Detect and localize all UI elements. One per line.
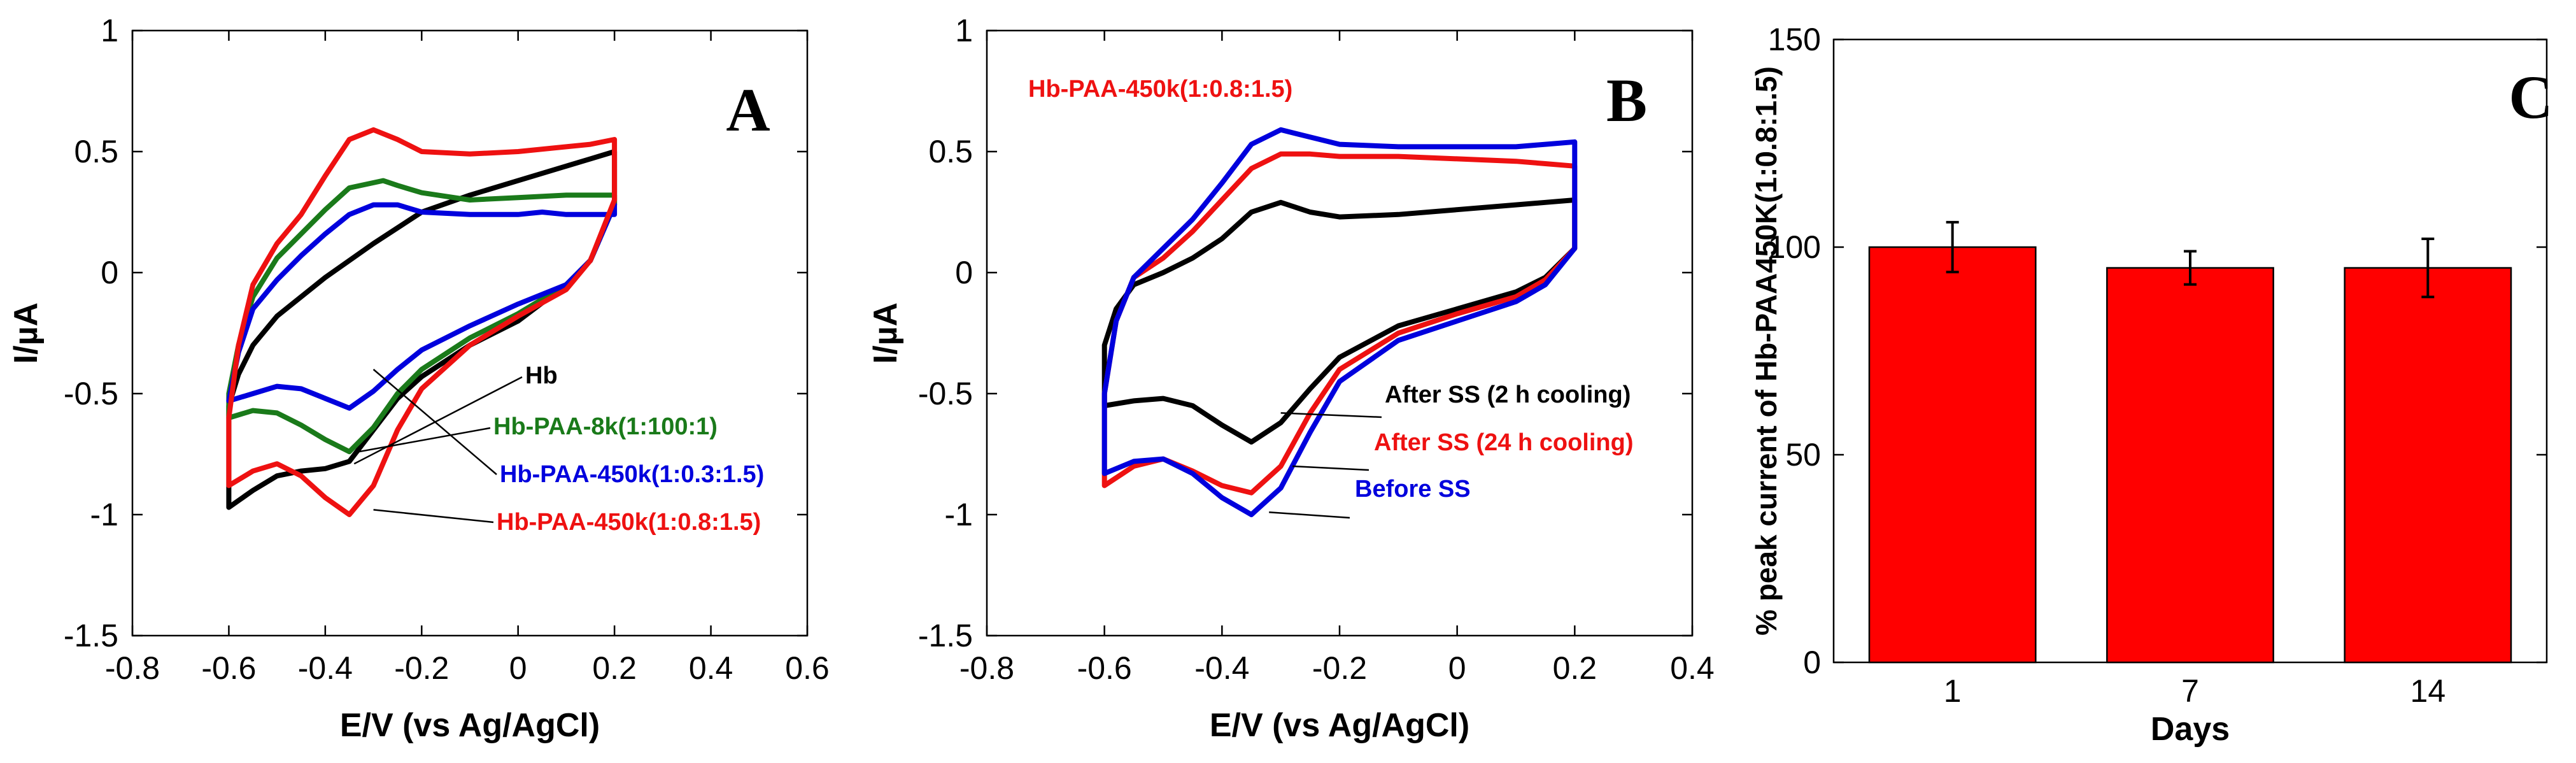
panel-a-ytick-label: -1 bbox=[90, 497, 118, 532]
panel-b-cv-plot: -0.8 -0.6 -0.4 -0.2 0 0.2 0.4 -1.5 -1 -0.5 0 0.5 1 A… bbox=[867, 13, 1715, 744]
panel-b-xtick-label: -0.6 bbox=[1077, 650, 1132, 686]
panel-b-xtick-label: -0.8 bbox=[959, 650, 1014, 686]
panel-a-ytick-label: 0 bbox=[101, 255, 118, 290]
panel-a-xtick-label: 0 bbox=[509, 650, 527, 686]
panel-a-curve-hb-paa-450k-1-0-3-1-5 bbox=[226, 202, 618, 411]
panel-b-annotations: After SS (2 h cooling) After SS (24 h coo… bbox=[1269, 382, 1633, 519]
panel-c-xtick-label: 14 bbox=[2410, 673, 2446, 709]
panel-b-ytick-label: 1 bbox=[955, 13, 973, 48]
panel-b-label-before-ss: Before SS bbox=[1355, 476, 1471, 503]
panel-a-xtick-label: -0.4 bbox=[298, 650, 353, 686]
panel-a-ytick-label: 1 bbox=[101, 13, 118, 48]
panel-a-xtick-label: 0.2 bbox=[592, 650, 637, 686]
panel-b-leader-after-ss-24-h-cooling bbox=[1292, 465, 1369, 471]
panel-b-xtick-label: 0.2 bbox=[1553, 650, 1597, 686]
panel-a-ytick-label: -0.5 bbox=[64, 376, 118, 411]
panel-a-label-hb: Hb bbox=[525, 362, 558, 389]
panel-b-curve-after-ss-2-h-cooling bbox=[1101, 197, 1578, 445]
panel-a-label-hb-paa-8k-1-100-1: Hb-PAA-8k(1:100:1) bbox=[493, 413, 718, 440]
panel-c-ytick-label: 150 bbox=[1768, 22, 1821, 57]
panel-c-ytick-label: 0 bbox=[1803, 645, 1821, 680]
panel-a-ytick-label: 0.5 bbox=[74, 134, 118, 169]
panel-c-letter: C bbox=[2509, 63, 2552, 131]
panel-b-label-after-ss-2-h-cooling: After SS (2 h cooling) bbox=[1385, 382, 1631, 408]
panel-c-ytick-label: 50 bbox=[1785, 437, 1821, 473]
panel-b-curve-before-ss bbox=[1101, 127, 1578, 517]
panel-a-ticks: -0.8 -0.6 -0.4 -0.2 0 0.2 0.4 0.6 -1.5 -1 -0.5 0 0.5… bbox=[64, 13, 830, 686]
panel-a-curve-hb-paa-8k-1-100-1 bbox=[226, 178, 618, 455]
panel-a-xtick-label: -0.8 bbox=[105, 650, 160, 686]
panel-b-xlabel: E/V (vs Ag/AgCl) bbox=[1210, 707, 1469, 744]
panel-a-cv-plot: -0.8 -0.6 -0.4 -0.2 0 0.2 0.4 0.6 -1.5 -1 -0.5 0 0.5… bbox=[8, 13, 830, 744]
panel-a-leader-hb-paa-450k-1-0-3-1-5 bbox=[372, 369, 497, 475]
panel-c-bar-day-1 bbox=[1868, 246, 2037, 664]
panel-a-curve-hb-paa-450k-1-0-8-1-5 bbox=[226, 127, 618, 517]
panel-b-label-after-ss-24-h-cooling: After SS (24 h cooling) bbox=[1374, 429, 1633, 456]
panel-b-xtick-label: 0.4 bbox=[1670, 650, 1715, 686]
panel-b-ylabel: I/µA bbox=[867, 303, 904, 364]
panel-c-bar-chart: 0 50 100 150 1 7 14 C Days % peak current of H… bbox=[1750, 22, 2553, 748]
panel-a-leader-hb-paa-8k-1-100-1 bbox=[358, 427, 491, 453]
panel-a-xtick-label: -0.2 bbox=[394, 650, 449, 686]
panel-a-label-hb-paa-450k-1-0-8-1-5: Hb-PAA-450k(1:0.8:1.5) bbox=[497, 509, 761, 536]
panel-a-curve-hb bbox=[226, 149, 618, 510]
panel-a-xlabel: E/V (vs Ag/AgCl) bbox=[340, 707, 600, 744]
panel-a-frame bbox=[131, 29, 809, 637]
panel-a-xtick-label: 0.4 bbox=[689, 650, 733, 686]
panel-b-curves bbox=[1101, 127, 1578, 517]
panel-c-ytick-label: 100 bbox=[1768, 229, 1821, 265]
panel-b-leader-before-ss bbox=[1269, 511, 1350, 519]
panel-c-ticks: 0 50 100 150 1 7 14 bbox=[1768, 22, 2547, 709]
panel-b-ytick-label: -1.5 bbox=[918, 618, 973, 653]
panel-c-bars bbox=[1868, 220, 2512, 664]
panel-c-xtick-label: 7 bbox=[2181, 673, 2199, 709]
panel-b-xtick-label: -0.2 bbox=[1312, 650, 1367, 686]
panel-c-xlabel: Days bbox=[2151, 711, 2230, 748]
panel-b-ytick-label: -0.5 bbox=[918, 376, 973, 411]
panel-b-frame bbox=[986, 29, 1694, 637]
panel-a-xtick-label: -0.6 bbox=[201, 650, 256, 686]
panel-c-bar-day-14 bbox=[2344, 267, 2512, 664]
panel-b-ytick-label: -1 bbox=[945, 497, 973, 532]
panel-a-label-hb-paa-450k-1-0-3-1-5: Hb-PAA-450k(1:0.3:1.5) bbox=[500, 461, 764, 488]
panel-b-ticks: -0.8 -0.6 -0.4 -0.2 0 0.2 0.4 -1.5 -1 -0.5 0 0.5 1 bbox=[918, 13, 1715, 686]
panel-a-leader-hb-paa-450k-1-0-8-1-5 bbox=[373, 509, 494, 524]
panel-a-annotations: Hb Hb-PAA-8k(1:100:1) Hb-PAA-450k(1:0.3:1.… bbox=[353, 362, 764, 536]
panel-c-ylabel: % peak current of Hb-PAA450K(1:0.8:1.5) bbox=[1750, 66, 1783, 636]
panel-c-bar-day-7 bbox=[2106, 267, 2274, 664]
panel-a-letter: A bbox=[726, 76, 770, 144]
panel-a-ylabel: I/µA bbox=[8, 303, 45, 364]
panel-a-leader-hb bbox=[353, 376, 523, 465]
panel-b-curve-after-ss-24-h-cooling bbox=[1101, 151, 1578, 496]
panel-b-ytick-label: 0 bbox=[955, 255, 973, 290]
panel-b-title: Hb-PAA-450k(1:0.8:1.5) bbox=[1028, 76, 1292, 103]
panel-c-xtick-label: 1 bbox=[1944, 673, 1962, 709]
panel-b-xtick-label: -0.4 bbox=[1194, 650, 1249, 686]
panel-b-ytick-label: 0.5 bbox=[928, 134, 973, 169]
panel-b-xtick-label: 0 bbox=[1448, 650, 1466, 686]
panel-a-ytick-label: -1.5 bbox=[64, 618, 118, 653]
panel-a-curves bbox=[226, 127, 618, 517]
panel-a-xtick-label: 0.6 bbox=[785, 650, 830, 686]
panel-b-leader-after-ss-2-h-cooling bbox=[1280, 412, 1382, 418]
panel-b-letter: B bbox=[1606, 66, 1647, 134]
